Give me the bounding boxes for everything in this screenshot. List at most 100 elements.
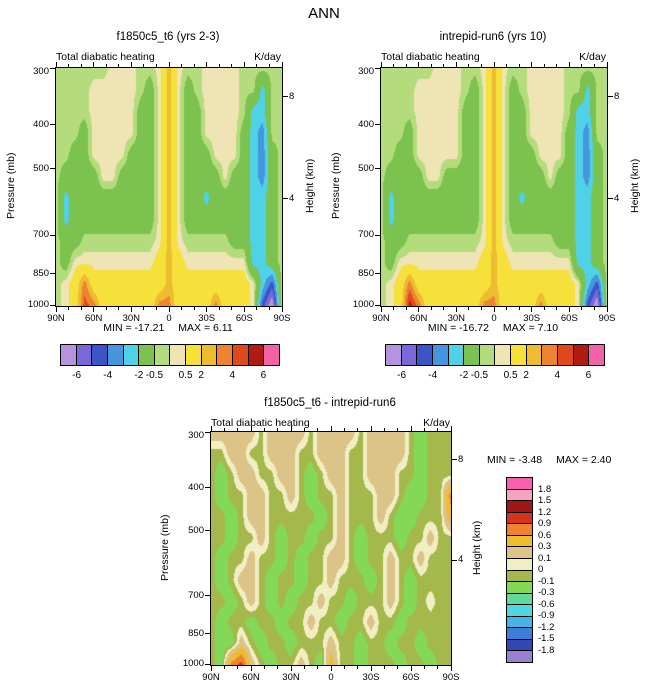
colorbar-tick-label: -0.3 (538, 587, 555, 598)
colorbar-cell (572, 345, 589, 365)
lat-tick-label: 90S (273, 313, 291, 324)
colorbar-cell (91, 345, 107, 365)
colorbar-tick-label: -1.2 (538, 621, 555, 633)
colorbar-cell (588, 345, 604, 365)
field-canvas (211, 432, 451, 665)
lat-tick-label: 60S (235, 313, 253, 324)
colorbar-cell (153, 345, 170, 365)
colorbar-cell (106, 345, 123, 365)
colorbar-cell (510, 345, 526, 365)
pressure-tick (205, 530, 210, 532)
colorbar-cell (507, 604, 532, 616)
lat-tick-label: 60N (242, 672, 260, 683)
panel-c-field-label: Total diabatic heating (211, 417, 310, 429)
colorbar-tick-label: 6 (260, 370, 267, 381)
lat-tick (210, 426, 212, 431)
lat-tick (393, 64, 395, 67)
panel-c-plot: 90N 60N 30N 0 30S 60S 90S 300 400 500 700 850 1000 8 4 (183, 426, 463, 683)
panel-b-field-label: Total diabatic heating (381, 51, 480, 63)
lat-tick (343, 428, 345, 431)
lat-tick (118, 307, 120, 310)
colorbar-cell (61, 345, 76, 365)
colorbar-tick-label: -4 (103, 370, 113, 381)
lat-tick (237, 428, 239, 431)
panel-a-height-axis-title: Height (km) (304, 158, 316, 214)
panel-a-pressure-axis-title: Pressure (mb) (5, 152, 17, 220)
lat-tick (480, 307, 482, 310)
lat-tick (581, 307, 583, 310)
pressure-tick (375, 304, 380, 306)
lat-tick (418, 62, 420, 67)
panel-b-stats: MIN = -16.72 MAX = 7.10 (380, 322, 606, 334)
colorbar-tick-label: 0.9 (538, 518, 552, 529)
lat-tick (237, 666, 239, 669)
lat-tick (317, 666, 319, 669)
lat-tick (218, 64, 220, 67)
panel-a-title: f1850c5_t6 (yrs 2-3) (116, 31, 220, 43)
colorbar-tick-label: 1.2 (538, 506, 552, 518)
lat-tick (423, 666, 425, 669)
lat-tick (430, 307, 432, 310)
lat-tick (231, 64, 233, 67)
colorbar-cell (200, 345, 217, 365)
lat-tick (243, 62, 245, 67)
lat-tick (193, 64, 195, 67)
pressure-tick (375, 273, 380, 275)
lat-tick (118, 64, 120, 67)
lat-tick (518, 307, 520, 310)
lat-tick (155, 307, 157, 310)
lat-tick (206, 62, 208, 67)
colorbar-cell (416, 345, 432, 365)
panel-a-stats: MIN = -17.21 MAX = 6.11 (55, 322, 281, 334)
lat-tick (330, 426, 332, 431)
lat-tick (105, 307, 107, 310)
height-tick-label: 8 (614, 90, 620, 102)
pressure-tick-label: 850 (33, 267, 49, 279)
lat-tick (543, 64, 545, 67)
lat-tick (210, 666, 212, 671)
pressure-tick (205, 595, 210, 597)
colorbar-cells (61, 345, 279, 365)
colorbar-b: -6 -4 -2 -0.5 0.5 2 4 6 (385, 344, 605, 381)
colorbar-tick-label: -1.8 (538, 644, 555, 656)
pressure-tick-label: 400 (358, 118, 374, 130)
lat-tick (93, 307, 95, 312)
lat-tick-label: 90S (598, 313, 616, 324)
lat-tick (55, 307, 57, 312)
colorbar-tick-label: 0.6 (538, 529, 552, 541)
panel-a-min-value: MIN = -17.21 (103, 322, 165, 334)
colorbar-tick-label: -0.5 (145, 370, 164, 381)
pressure-tick-label: 700 (358, 229, 374, 241)
lat-tick (357, 666, 359, 669)
colorbar-cell (507, 500, 532, 512)
lat-tick (410, 426, 412, 431)
lat-tick (68, 307, 70, 310)
pressure-tick (50, 67, 55, 69)
lat-tick (218, 307, 220, 310)
pressure-tick (50, 168, 55, 170)
colorbar-cell (75, 345, 92, 365)
lat-tick (455, 307, 457, 312)
colorbar-tick-label: 4 (229, 370, 236, 381)
lat-tick (568, 307, 570, 312)
lat-tick (155, 64, 157, 67)
lat-tick (290, 426, 292, 431)
colorbar-tick-label: -0.9 (538, 610, 555, 621)
colorbar-cell (169, 345, 186, 365)
pressure-tick-label: 500 (358, 162, 374, 174)
lat-tick (268, 307, 270, 310)
lat-tick-label: 90N (372, 313, 390, 324)
lat-tick (68, 64, 70, 67)
lat-tick (397, 428, 399, 431)
colorbar-tick-label: 0.5 (178, 370, 193, 381)
panel-a-units-label: K/day (254, 51, 281, 63)
lat-tick (181, 64, 183, 67)
lat-tick (543, 307, 545, 310)
colorbar-tick-label: -2 (134, 370, 144, 381)
panel-b-height-axis-title: Height (km) (629, 158, 641, 214)
height-tick-label: 4 (458, 554, 464, 566)
lat-tick (443, 64, 445, 67)
colorbar-cell (247, 345, 264, 365)
lat-tick (317, 428, 319, 431)
